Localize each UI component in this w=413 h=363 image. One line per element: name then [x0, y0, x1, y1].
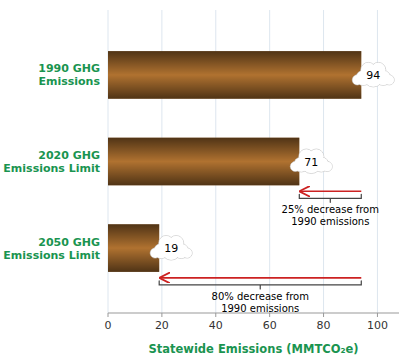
data-label: 19 — [164, 242, 178, 255]
tick-label: 0 — [105, 319, 112, 332]
annotation-arrow — [300, 191, 361, 193]
x-axis: 0 20 40 60 80 100 — [105, 313, 400, 332]
grid-line — [377, 10, 378, 313]
data-labels: 94 71 19 — [150, 62, 394, 260]
tick-mark — [215, 313, 216, 317]
bar — [108, 224, 159, 272]
chart: 0 20 40 60 80 100 Statewide Emissions (MMTCO₂e… — [0, 0, 413, 363]
cloud-fill — [183, 248, 192, 257]
category-label: 2050 GHGEmissions Limit — [3, 236, 100, 262]
category-label-line: Emissions — [38, 75, 100, 88]
bar — [108, 138, 299, 186]
bar-shading — [108, 51, 361, 99]
category-label-line: Emissions Limit — [3, 249, 100, 262]
cloud-fill — [385, 75, 394, 84]
tick-label: 60 — [263, 319, 277, 332]
category-label-line: Emissions Limit — [3, 162, 100, 175]
data-label: 94 — [366, 69, 380, 82]
bar — [108, 51, 361, 99]
cloud-fill — [151, 248, 160, 257]
annotation-line: 1990 emissions — [221, 303, 299, 314]
grid — [108, 10, 377, 313]
bars — [108, 51, 361, 272]
annotation-text: 80% decrease from1990 emissions — [212, 291, 309, 314]
bar-group — [108, 224, 159, 272]
tick-label: 100 — [367, 319, 388, 332]
cloud — [150, 236, 192, 260]
tick-mark — [323, 313, 324, 317]
annotation-text: 25% decrease from1990 emissions — [282, 204, 379, 227]
tick-label: 20 — [155, 319, 169, 332]
category-label: 1990 GHGEmissions — [38, 62, 100, 88]
cloud — [352, 62, 394, 87]
bar-shading — [108, 138, 299, 186]
data-label: 71 — [304, 156, 318, 169]
annotation-line: 25% decrease from — [282, 204, 379, 215]
cloud-fill — [353, 75, 362, 84]
cloud-fill — [291, 162, 300, 171]
y-axis: 1990 GHGEmissions2020 GHGEmissions Limit… — [3, 62, 100, 261]
tick-mark — [108, 313, 109, 317]
category-label-line: 2020 GHG — [38, 149, 100, 162]
category-label-line: 2050 GHG — [38, 236, 100, 249]
annotation-line: 80% decrease from — [212, 291, 309, 302]
cloud — [290, 149, 332, 174]
cloud-fill — [323, 162, 332, 171]
annotations: 25% decrease from1990 emissions80% decre… — [159, 191, 379, 314]
bar-shading — [108, 224, 159, 272]
bar-group — [108, 138, 299, 186]
tick-mark — [161, 313, 162, 317]
bar-group — [108, 51, 361, 99]
annotation-arrow — [160, 277, 361, 279]
annotation-brace — [299, 194, 361, 202]
x-axis-label: Statewide Emissions (MMTCO₂e) — [148, 342, 358, 356]
category-label: 2020 GHGEmissions Limit — [3, 149, 100, 175]
tick-label: 40 — [209, 319, 223, 332]
tick-label: 80 — [317, 319, 331, 332]
annotation-brace — [159, 281, 361, 289]
tick-mark — [377, 313, 378, 317]
category-label-line: 1990 GHG — [38, 62, 100, 75]
annotation-line: 1990 emissions — [291, 216, 369, 227]
